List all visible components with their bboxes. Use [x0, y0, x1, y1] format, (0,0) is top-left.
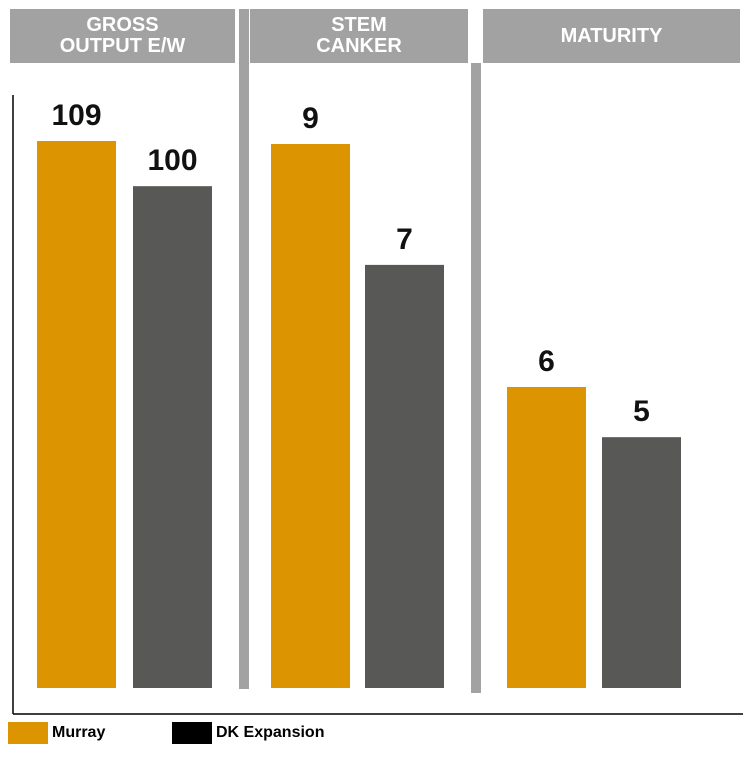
legend-swatch-murray: [8, 722, 48, 744]
panel-header-gross-output: GROSS OUTPUT E/W: [10, 9, 235, 63]
bar-murray: [271, 144, 350, 688]
panel-divider: [471, 63, 481, 693]
bar-dk-expansion: [133, 186, 212, 688]
bar-murray: [507, 387, 586, 688]
panel-header-line: STEM: [331, 14, 387, 36]
data-label: 7: [396, 223, 413, 256]
data-label: 6: [538, 345, 555, 378]
panel-header-line: OUTPUT E/W: [59, 35, 186, 57]
bar-dk-expansion: [602, 437, 681, 688]
legend-swatch-dk-expansion: [172, 722, 212, 744]
legend-label-dk-expansion: DK Expansion: [216, 724, 325, 741]
data-label: 100: [147, 144, 197, 177]
legend-label-murray: Murray: [52, 724, 106, 741]
panel-header-line: GROSS: [86, 14, 159, 36]
legend-item-murray: Murray: [8, 722, 105, 744]
data-label: 9: [302, 102, 319, 135]
legend-item-dk-expansion: DK Expansion: [172, 722, 324, 744]
bar-dk-expansion: [365, 264, 444, 688]
panel-header-stem-canker: STEM CANKER: [250, 9, 468, 63]
data-label: 109: [51, 99, 101, 132]
panel-header-line: CANKER: [316, 35, 402, 57]
data-label: 5: [633, 395, 650, 428]
panel-divider: [239, 9, 249, 689]
panel-header-maturity: MATURITY: [483, 9, 740, 63]
bar-murray: [37, 141, 116, 688]
panel-header-line: MATURITY: [560, 24, 663, 47]
